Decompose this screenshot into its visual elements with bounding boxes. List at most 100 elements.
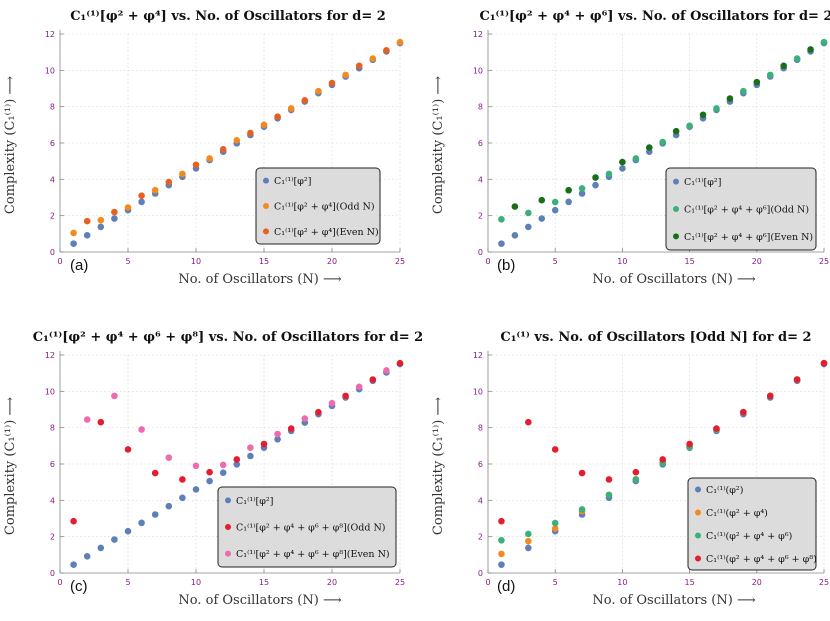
- y-tick-label: 8: [478, 103, 483, 112]
- data-point: [659, 456, 667, 463]
- x-tick-label: 25: [395, 578, 405, 587]
- data-point: [192, 161, 200, 169]
- y-tick-label: 2: [50, 212, 55, 221]
- x-tick-label: 15: [685, 578, 695, 587]
- data-point: [179, 476, 186, 483]
- y-tick-label: 12: [45, 351, 55, 360]
- data-point: [645, 144, 653, 151]
- data-point: [578, 190, 586, 197]
- x-tick-label: 5: [125, 578, 130, 587]
- y-tick-label: 2: [50, 533, 55, 542]
- legend-entry: C₁⁽¹⁾[φ² + φ⁴ + φ⁶ + φ⁸](Odd N): [236, 523, 386, 534]
- data-point: [260, 440, 268, 448]
- x-axis-label: No. of Oscillators (N) ⟶: [178, 272, 342, 287]
- data-point: [632, 476, 640, 483]
- y-tick-label: 10: [45, 387, 55, 396]
- data-point: [179, 170, 186, 178]
- data-point: [753, 78, 761, 86]
- data-point: [219, 146, 227, 153]
- data-point: [274, 430, 281, 438]
- data-point: [342, 392, 349, 400]
- x-axis-label: No. of Oscillators (N) ⟶: [592, 272, 756, 287]
- data-point: [511, 203, 519, 210]
- legend: C₁⁽¹⁾(φ²) C₁⁽¹⁾(φ² + φ⁴) C₁⁽¹⁾(φ² + φ⁴ + φ…: [687, 477, 817, 571]
- data-point: [274, 113, 281, 120]
- data-point: [83, 416, 91, 423]
- data-point: [686, 440, 693, 448]
- legend-entry: C₁⁽¹⁾[φ²]: [684, 177, 721, 188]
- data-point: [551, 198, 559, 206]
- series-1: [70, 38, 404, 237]
- data-point: [780, 62, 787, 70]
- data-point: [97, 216, 105, 224]
- legend-marker: [695, 486, 701, 493]
- data-point: [551, 519, 559, 527]
- panel-b: 0 2 4 6 8 10 12 0 5 10 15 20 25 C₁⁽¹⁾[φ² + φ⁴ + φ⁶] v…: [431, 9, 830, 287]
- legend: C₁⁽¹⁾[φ²] C₁⁽¹⁾[φ² + φ⁴](Odd N) C₁⁽¹⁾[φ² +…: [255, 167, 381, 245]
- legend-marker: [263, 177, 269, 184]
- y-tick-label: 0: [50, 248, 55, 257]
- y-tick-label: 12: [45, 30, 55, 39]
- legend-marker: [225, 550, 231, 557]
- x-tick-label: 10: [617, 257, 627, 266]
- panel-label: (b): [497, 257, 515, 274]
- x-axis-label: No. of Oscillators (N) ⟶: [592, 593, 756, 608]
- legend-marker: [225, 497, 231, 504]
- legend-marker: [673, 178, 679, 185]
- x-tick-label: 20: [327, 578, 337, 587]
- data-point: [498, 561, 505, 568]
- legend-entry: C₁⁽¹⁾[φ²]: [274, 176, 311, 187]
- y-tick-label: 6: [50, 460, 55, 469]
- legend: C₁⁽¹⁾[φ²] C₁⁽¹⁾[φ² + φ⁴ + φ⁶ + φ⁸](Odd N)…: [217, 486, 397, 568]
- data-point: [206, 468, 213, 476]
- data-point: [274, 435, 281, 443]
- data-point: [369, 55, 377, 62]
- data-point: [70, 517, 77, 525]
- data-point: [551, 446, 559, 453]
- data-point: [525, 537, 532, 545]
- data-point: [247, 129, 254, 137]
- data-point: [233, 456, 241, 463]
- x-tick-label: 20: [752, 578, 762, 587]
- panel-label: (a): [70, 257, 88, 274]
- data-point: [605, 491, 613, 499]
- x-tick-label: 25: [395, 257, 405, 266]
- data-point: [165, 454, 173, 461]
- data-point: [219, 461, 227, 469]
- data-point: [726, 95, 734, 102]
- x-tick-label: 0: [485, 578, 490, 587]
- data-point: [605, 170, 613, 178]
- x-tick-label: 5: [553, 257, 558, 266]
- y-tick-label: 2: [478, 212, 483, 221]
- data-point: [605, 476, 613, 483]
- y-tick-label: 4: [478, 496, 483, 505]
- data-point: [151, 186, 159, 194]
- data-point: [565, 198, 572, 206]
- legend-marker: [225, 524, 231, 530]
- data-point: [124, 527, 132, 535]
- legend-entry: C₁⁽¹⁾[φ² + φ⁴](Even N): [274, 227, 379, 238]
- data-point: [328, 399, 336, 407]
- panel-a: 0 2 4 6 8 10 12 0 5 10 15 20 25 C₁⁽¹⁾[φ² + φ⁴] vs. No…: [3, 9, 405, 287]
- legend-marker: [695, 532, 701, 539]
- y-tick-label: 10: [473, 66, 483, 75]
- data-point: [301, 415, 309, 422]
- legend-box: [255, 167, 381, 245]
- data-point: [206, 477, 213, 485]
- legend-entry: C₁⁽¹⁾(φ² + φ⁴ + φ⁶): [706, 531, 792, 542]
- data-point: [498, 537, 505, 544]
- data-point: [151, 469, 159, 477]
- series-2: [511, 46, 814, 210]
- y-tick-label: 8: [50, 103, 55, 112]
- data-point: [713, 425, 720, 432]
- data-point: [525, 209, 532, 217]
- y-axis-label: Complexity (C₁⁽¹⁾) ⟶: [431, 397, 446, 535]
- data-point: [766, 392, 774, 400]
- x-tick-label: 20: [327, 257, 337, 266]
- chart-title: C₁⁽¹⁾[φ² + φ⁴ + φ⁶ + φ⁸] vs. No. of Osci…: [33, 330, 423, 345]
- y-tick-label: 8: [50, 424, 55, 433]
- x-tick-label: 15: [259, 257, 269, 266]
- legend-box: [217, 486, 397, 568]
- data-point: [498, 240, 505, 247]
- y-tick-label: 0: [478, 248, 483, 257]
